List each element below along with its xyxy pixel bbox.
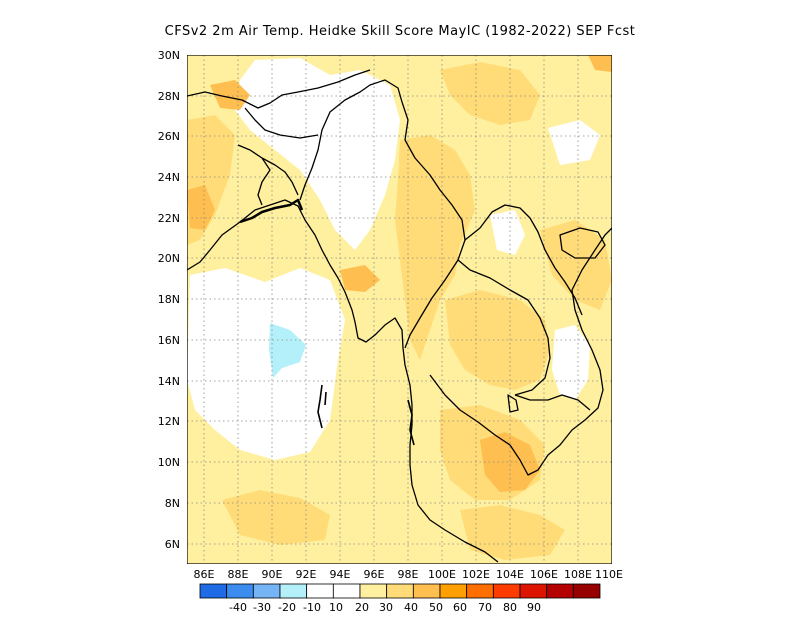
- colorbar-swatch: [466, 583, 494, 599]
- skill-shading: [187, 55, 612, 564]
- border-china-north: [187, 69, 371, 109]
- longitude-labels: 86E 88E 90E 92E 94E 96E 98E 100E 102E 10…: [194, 568, 623, 581]
- colorbar-swatch: [252, 583, 281, 599]
- gridlines: [187, 55, 612, 564]
- border-cambodia: [514, 394, 591, 411]
- colorbar-swatch: [412, 583, 441, 599]
- shading-white-north: [235, 58, 400, 250]
- lon-label: 94E: [330, 568, 351, 581]
- lat-label: 28N: [158, 90, 180, 103]
- lon-label: 88E: [228, 568, 249, 581]
- lon-label: 96E: [364, 568, 385, 581]
- border-laos-vietnam: [464, 204, 583, 316]
- lon-label: 104E: [496, 568, 524, 581]
- lon-label: 100E: [428, 568, 456, 581]
- colorbar-swatch: [359, 583, 388, 599]
- shading-orange-corner: [588, 55, 612, 72]
- colorbar-swatch: [386, 583, 414, 599]
- colorbar-tick-label: -30: [253, 601, 271, 614]
- border-india-east: [257, 157, 271, 206]
- colorbar-swatch: [332, 583, 361, 599]
- lat-label: 14N: [158, 375, 180, 388]
- colorbar-swatch: [572, 583, 601, 599]
- shading-light-orange-east: [540, 220, 612, 310]
- colorbar-tick-labels: -40 -30 -20 -10 10 20 30 40 50 60 70 80 …: [229, 601, 541, 614]
- shading-orange-arakan: [340, 265, 380, 292]
- colorbar-tick-label: 50: [429, 601, 443, 614]
- lon-label: 98E: [398, 568, 419, 581]
- map-panel: [187, 55, 612, 564]
- border-myanmar-west: [299, 79, 403, 201]
- coastline-bangladesh-delta: [239, 198, 304, 224]
- colorbar-tick-label: 80: [503, 601, 517, 614]
- colorbar-tick-label: 20: [355, 601, 369, 614]
- lat-label: 12N: [158, 415, 180, 428]
- shading-orange-bangladesh: [187, 185, 215, 230]
- lat-label: 8N: [165, 497, 180, 510]
- colorbar-swatch: [439, 583, 468, 599]
- border-thailand-laos: [457, 259, 551, 396]
- shading-light-orange-myanmar: [395, 135, 475, 360]
- island-phu-quoc: [507, 394, 519, 413]
- shading-light-orange-southwest: [222, 490, 330, 545]
- lon-label: 110E: [595, 568, 623, 581]
- colorbar-tick-label: -20: [278, 601, 296, 614]
- colorbar-tick-label: 30: [379, 601, 393, 614]
- border-india-northeast: [244, 107, 319, 139]
- shading-cyan-patch: [269, 323, 306, 378]
- lat-label: 16N: [158, 334, 180, 347]
- shading-light-orange-south: [460, 505, 565, 560]
- colorbar-swatch: [306, 583, 334, 599]
- figure-title: CFSv2 2m Air Temp. Heidke Skill Score Ma…: [165, 24, 636, 39]
- colorbar: -40 -30 -20 -10 10 20 30 40 50 60 70 80 …: [199, 583, 601, 614]
- colorbar-tick-label: 70: [478, 601, 492, 614]
- colorbar-swatch: [279, 583, 308, 599]
- shading-light-orange-north: [440, 62, 540, 125]
- lon-label: 90E: [262, 568, 283, 581]
- colorbar-tick-label: 10: [329, 601, 343, 614]
- colorbar-tick-label: -10: [303, 601, 321, 614]
- lon-label: 108E: [564, 568, 592, 581]
- colorbar-swatch: [492, 583, 521, 599]
- latitude-labels: 6N 8N 10N 12N 14N 16N 18N 20N 22N 24N 26…: [158, 49, 180, 551]
- colorbar-tick-label: 40: [404, 601, 418, 614]
- lat-label: 6N: [165, 538, 180, 551]
- coastlines-and-borders: [187, 69, 612, 563]
- islands-myeik: [407, 399, 415, 446]
- colorbar-swatch: [546, 583, 574, 599]
- shading-white-bay-of-bengal: [187, 268, 345, 460]
- colorbar-tick-label: -40: [229, 601, 247, 614]
- lon-label: 86E: [194, 568, 215, 581]
- shading-white-east-sea: [548, 120, 600, 165]
- coastline-hainan: [559, 227, 606, 259]
- lat-label: 22N: [158, 212, 180, 225]
- colorbar-tick-label: 60: [453, 601, 467, 614]
- lat-label: 30N: [158, 49, 180, 62]
- shading-orange-tibet: [210, 80, 250, 110]
- lon-label: 106E: [530, 568, 558, 581]
- border-india-bangladesh: [237, 144, 299, 196]
- lat-label: 24N: [158, 171, 180, 184]
- coastline-gulf-of-thailand: [429, 227, 612, 476]
- colorbar-swatch: [199, 583, 228, 599]
- colorbar-tick-label: 90: [527, 601, 541, 614]
- lon-label: 92E: [296, 568, 317, 581]
- colorbar-swatch: [519, 583, 548, 599]
- lat-label: 10N: [158, 456, 180, 469]
- lon-label: 102E: [462, 568, 490, 581]
- colorbar-swatch: [226, 583, 254, 599]
- lat-label: 18N: [158, 293, 180, 306]
- shading-orange-cambodia: [480, 432, 540, 492]
- border-myanmar-east: [401, 101, 466, 349]
- coastline-mainland: [187, 199, 499, 563]
- colorbar-swatches: [199, 583, 601, 599]
- shading-white-laos: [490, 210, 525, 255]
- islands-andaman: [317, 384, 327, 429]
- lat-label: 26N: [158, 130, 180, 143]
- lat-label: 20N: [158, 252, 180, 265]
